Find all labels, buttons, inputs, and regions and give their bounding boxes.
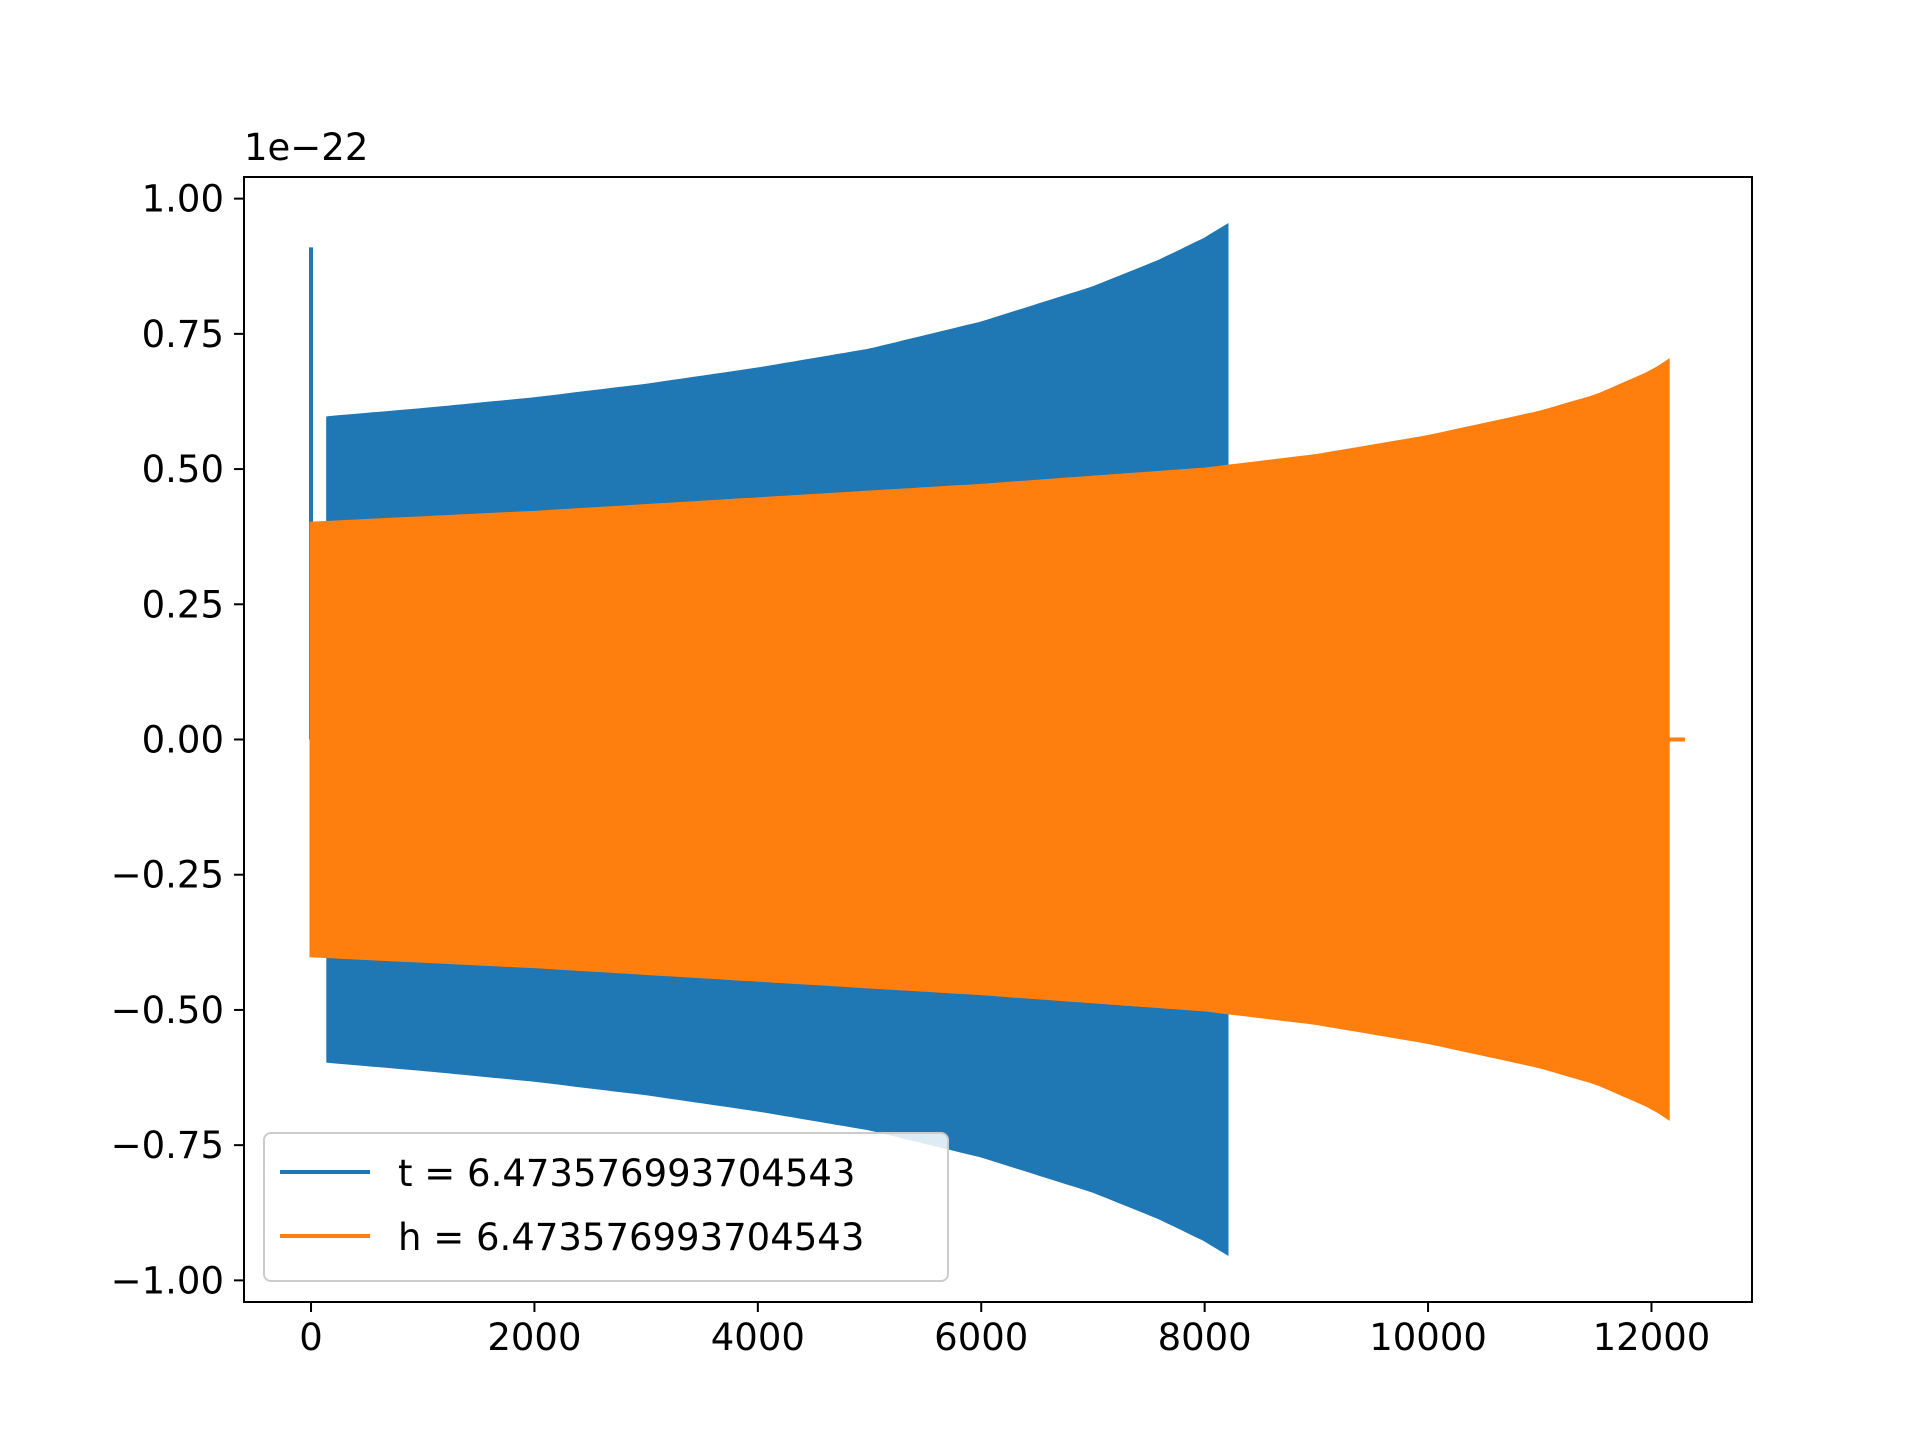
x-tick-label-5: 10000: [1369, 1316, 1487, 1359]
y-tick-label-7: −0.75: [111, 1124, 224, 1167]
x-tick-label-1: 2000: [487, 1316, 581, 1359]
y-tick-label-0: 1.00: [142, 178, 224, 221]
y-axis: 1.00 0.75 0.50 0.25 0.00 −0.25 −0.50 −0.75 −1.00: [111, 178, 244, 1302]
x-tick-label-6: 12000: [1593, 1316, 1711, 1359]
x-tick-label-4: 8000: [1158, 1316, 1252, 1359]
y-tick-label-6: −0.50: [111, 989, 224, 1032]
x-tick-label-3: 6000: [934, 1316, 1028, 1359]
legend-label-h: h = 6.473576993704543: [398, 1216, 864, 1259]
y-scale-label: 1e−22: [244, 126, 368, 169]
legend-box: [263, 1132, 949, 1282]
plot-area: [309, 223, 1685, 1256]
y-tick-label-3: 0.25: [142, 583, 224, 626]
y-tick-label-5: −0.25: [111, 854, 224, 897]
y-tick-label-2: 0.50: [142, 448, 224, 491]
series-band-1: [309, 358, 1670, 1121]
x-tick-label-0: 0: [299, 1316, 323, 1359]
x-tick-label-2: 4000: [711, 1316, 805, 1359]
legend-label-t: t = 6.473576993704543: [398, 1152, 855, 1195]
y-tick-label-4: 0.00: [142, 719, 224, 762]
y-tick-label-1: 0.75: [142, 313, 224, 356]
y-tick-label-8: −1.00: [111, 1259, 224, 1302]
legend: t = 6.473576993704543 h = 6.473576993704…: [263, 1132, 949, 1282]
series-1: [309, 358, 1685, 1121]
x-axis: 0 2000 4000 6000 8000 10000 12000: [299, 1302, 1710, 1359]
